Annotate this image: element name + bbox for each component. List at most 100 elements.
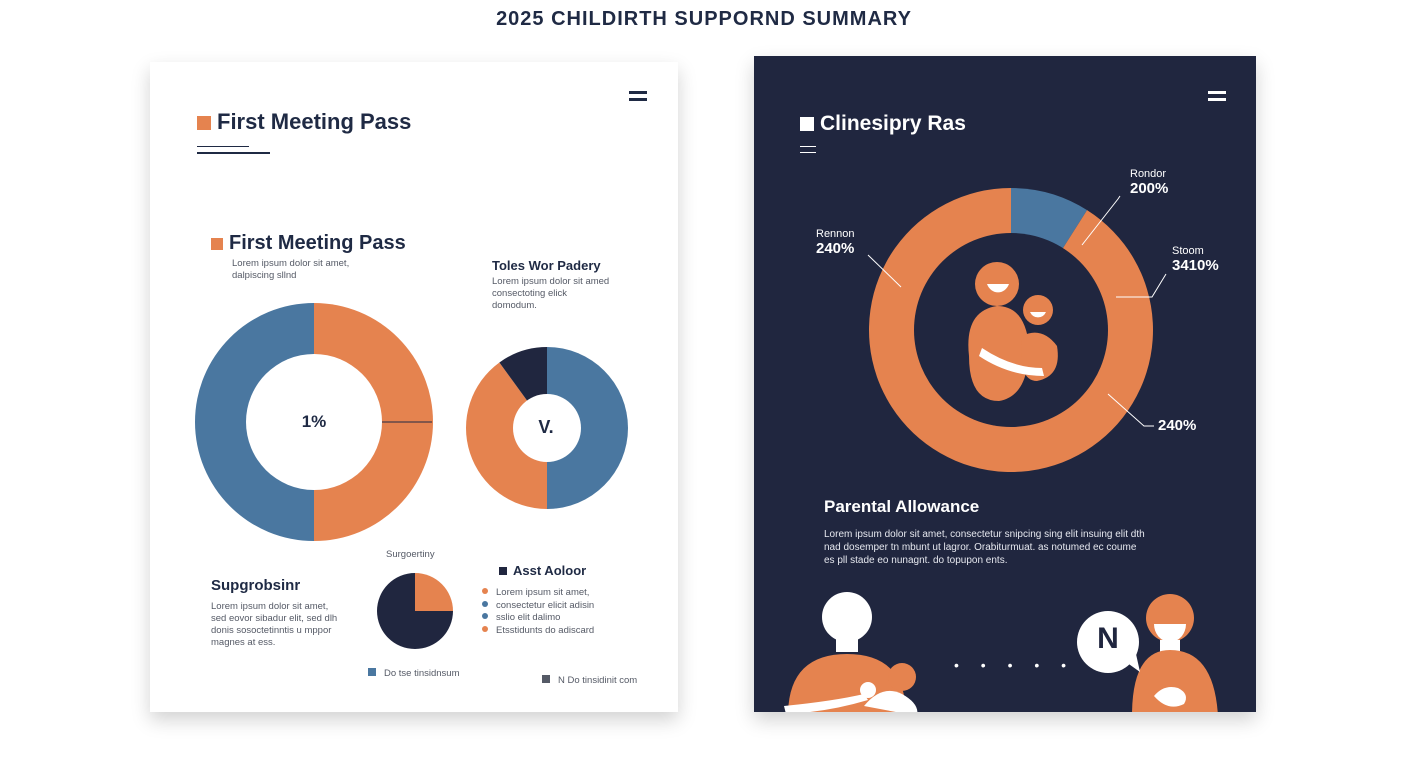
pie-chart-1 bbox=[194, 303, 434, 541]
callout-line bbox=[1107, 393, 1154, 427]
callout-line bbox=[1116, 273, 1167, 298]
callout-right: Stoom 3410% bbox=[1172, 245, 1219, 274]
left-charts-svg bbox=[194, 303, 628, 649]
pie-slice-orange bbox=[415, 573, 453, 611]
pie-chart-3 bbox=[377, 573, 453, 649]
baby-head-2 bbox=[888, 663, 916, 691]
text-line: dalpiscing sllnd bbox=[232, 270, 297, 281]
person-face bbox=[1154, 624, 1186, 642]
baby-body bbox=[864, 691, 918, 712]
pagination-dots: • • • • • bbox=[954, 657, 1076, 673]
menu-icon[interactable] bbox=[629, 91, 647, 101]
footer-right-text: N Do tinsidinit com bbox=[558, 675, 638, 686]
pie-slice-orange bbox=[466, 362, 547, 509]
page-title: 2025 CHILDIRTH SUPPORND SUMMARY bbox=[496, 8, 912, 30]
person-neck bbox=[836, 638, 858, 652]
small-pie-label: Surgoertiny bbox=[386, 549, 435, 560]
right-chart-svg bbox=[784, 188, 1218, 712]
text-line: Lorem ipsum dolor sit amet, bbox=[232, 258, 350, 269]
pie-1-center-label: 1% bbox=[301, 412, 327, 431]
callout-label: Stoom bbox=[1172, 245, 1204, 257]
legend-dot-icon bbox=[482, 625, 488, 632]
footer-left-text: Do tse tinsidnsum bbox=[384, 668, 460, 679]
parent-child-illustration bbox=[968, 262, 1058, 401]
text-line: magnes at ess. bbox=[211, 637, 276, 648]
child-face bbox=[1030, 312, 1046, 318]
legend-item-label: Lorem ipsum sit amet, bbox=[496, 587, 590, 598]
left-card-header: First Meeting Pass bbox=[197, 109, 411, 135]
secondary-text: Lorem ipsum dolor sit amed consectoting … bbox=[492, 276, 609, 312]
menu-icon[interactable] bbox=[1208, 91, 1226, 101]
left-card: First Meeting Pass First Meeting Pass Lo… bbox=[150, 62, 678, 712]
footer-square-icon bbox=[368, 668, 376, 676]
left-section-title-text: First Meeting Pass bbox=[229, 232, 406, 254]
legend-item-label: Etsstidunts do adiscard bbox=[496, 624, 595, 636]
divider bbox=[800, 146, 816, 147]
bubble-circle bbox=[1077, 611, 1139, 673]
legend-dot-icon bbox=[482, 613, 488, 619]
text-line: domodum. bbox=[492, 300, 537, 311]
bottom-text: Lorem ipsum dolor sit amet, sed eovor si… bbox=[211, 601, 337, 649]
left-section-title: First Meeting Pass bbox=[211, 232, 406, 255]
right-section-text: Lorem ipsum dolor sit amet, consectetur … bbox=[824, 528, 1145, 567]
text-line: es pll stade eo nunagnt. do topupon ents… bbox=[824, 555, 1008, 566]
footer-right: N Do tinsidinit com bbox=[542, 675, 637, 688]
legend-title: Asst Aoloor bbox=[499, 563, 586, 578]
legend-item-label: consectetur elicit adisin bbox=[496, 599, 595, 611]
text-line: sed eovor sibadur elit, sed dlh bbox=[211, 613, 338, 624]
callout-lines bbox=[867, 195, 1167, 427]
bubble-tail bbox=[1126, 654, 1140, 672]
callout-bottom-value: 240% bbox=[1158, 417, 1197, 434]
legend-dot-icon bbox=[482, 588, 488, 594]
footer-square-icon bbox=[542, 675, 550, 683]
legend-item: Etsstidunts do adiscard bbox=[482, 625, 594, 638]
baby-bundle bbox=[1154, 687, 1186, 707]
person-neck bbox=[1160, 640, 1180, 652]
callout-value: 3410% bbox=[1172, 257, 1219, 274]
bottom-right-parent-illustration bbox=[1132, 594, 1218, 712]
legend-item: sslio elit dalimo bbox=[482, 612, 594, 625]
right-card-header-text: Clinesipry Ras bbox=[820, 112, 966, 135]
header-square-icon bbox=[800, 117, 814, 131]
callout-value: 240% bbox=[816, 240, 855, 257]
text-line: donis sosoctetinntis u mppor bbox=[211, 625, 332, 636]
bottom-left-parent-illustration bbox=[784, 592, 918, 712]
legend-item: Lorem ipsum sit amet, bbox=[482, 587, 594, 600]
callout-label: Rondor bbox=[1130, 168, 1167, 180]
legend-item-label: sslio elit dalimo bbox=[496, 612, 561, 623]
legend-title-text: Asst Aoloor bbox=[513, 563, 587, 578]
legend-title-square-icon bbox=[499, 567, 507, 575]
header-square-icon bbox=[197, 116, 211, 130]
child-head bbox=[1023, 295, 1053, 325]
pie-hole bbox=[246, 354, 382, 490]
text-line: Lorem ipsum dolor sit amet, consectetur … bbox=[824, 529, 1145, 540]
pie-slice-navy bbox=[377, 573, 453, 649]
arm bbox=[784, 694, 868, 712]
callout-line bbox=[1081, 195, 1121, 246]
left-section-text: Lorem ipsum dolor sit amet, dalpiscing s… bbox=[232, 258, 349, 282]
person-body bbox=[1132, 650, 1218, 712]
speech-bubble-icon bbox=[1077, 611, 1140, 673]
callout-line bbox=[867, 254, 902, 288]
legend: Lorem ipsum sit amet, consectetur elicit… bbox=[482, 587, 594, 637]
pie-2-center-label: V. bbox=[538, 417, 554, 437]
secondary-title: Toles Wor Padery bbox=[492, 258, 601, 273]
pie-hole bbox=[513, 394, 581, 462]
callout-value: 200% bbox=[1130, 180, 1169, 197]
legend-item: consectetur elicit adisin bbox=[482, 600, 594, 613]
right-section-title: Parental Allowance bbox=[824, 497, 980, 516]
divider bbox=[800, 152, 816, 153]
text-line: Lorem ipsum dolor sit amet, bbox=[211, 601, 329, 612]
text-line: nad dosemper tn mbunt ut lagror. Orabitu… bbox=[824, 542, 1137, 553]
right-card: Clinesipry Ras bbox=[754, 56, 1256, 712]
text-line: Lorem ipsum dolor sit amed bbox=[492, 276, 610, 287]
footer-left: Do tse tinsidnsum bbox=[368, 668, 460, 681]
pie-chart-2 bbox=[466, 347, 628, 509]
left-card-header-text: First Meeting Pass bbox=[217, 109, 412, 134]
divider bbox=[197, 152, 270, 154]
text-line: consectoting elick bbox=[492, 288, 567, 299]
parent-face bbox=[987, 284, 1009, 293]
callout-top: Rondor 200% bbox=[1130, 168, 1168, 197]
speech-bubble-text: N bbox=[1097, 622, 1119, 655]
embrace-arm bbox=[979, 348, 1044, 376]
